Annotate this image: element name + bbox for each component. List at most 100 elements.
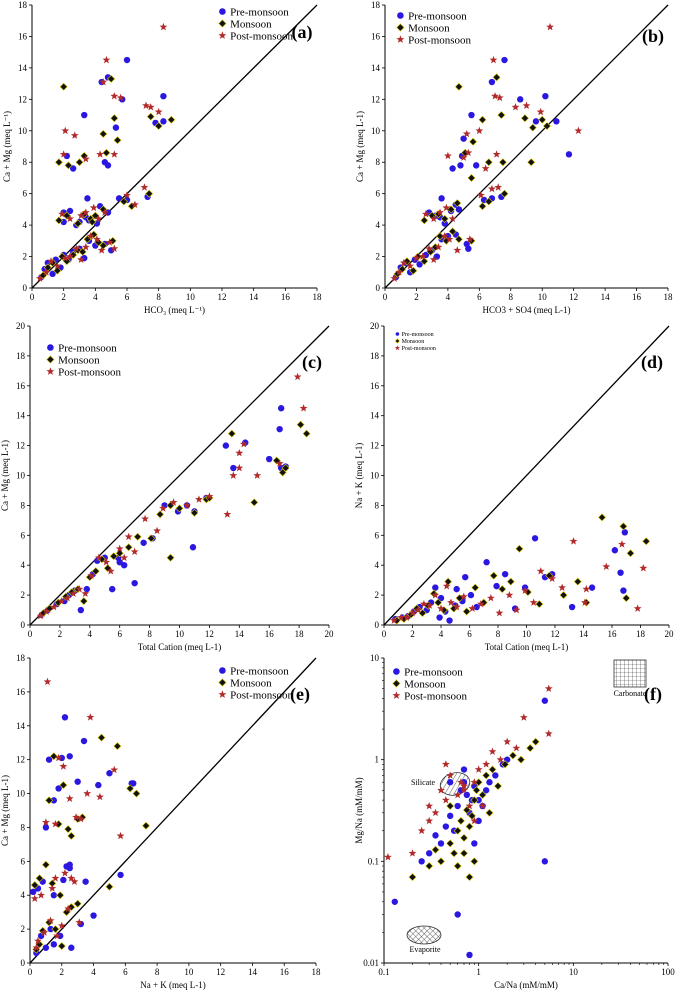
data-point bbox=[116, 831, 125, 840]
data-point bbox=[120, 562, 128, 569]
y-tick-label: 18 bbox=[18, 0, 28, 10]
data-point bbox=[190, 508, 199, 517]
data-point bbox=[69, 165, 77, 172]
y-tick-label: 12 bbox=[370, 441, 379, 451]
legend-marker bbox=[394, 338, 401, 344]
data-point bbox=[75, 158, 84, 167]
data-point bbox=[102, 148, 111, 157]
y-tick-label: 12 bbox=[371, 94, 380, 104]
x-tick-label: 6 bbox=[117, 629, 122, 639]
panel-d: 0 2 4 6 8 10 12 14 16 18 20 0 2 4 6 8 10 12 14 16 18 20 Total … bbox=[354, 321, 674, 652]
data-point bbox=[41, 860, 50, 869]
data-point bbox=[526, 744, 535, 753]
data-point bbox=[293, 372, 302, 381]
data-point bbox=[488, 78, 496, 86]
data-point bbox=[117, 871, 124, 879]
data-point bbox=[83, 789, 92, 797]
panel-label: (a) bbox=[292, 22, 313, 43]
data-point bbox=[446, 771, 455, 779]
data-point bbox=[75, 918, 84, 926]
data-point bbox=[76, 814, 85, 823]
data-point bbox=[102, 558, 111, 566]
legend-marker bbox=[218, 19, 227, 28]
x-tick-label: 14 bbox=[579, 629, 589, 639]
data-point bbox=[464, 148, 473, 157]
data-point bbox=[475, 796, 482, 804]
data-point bbox=[124, 543, 133, 552]
x-tick-label: 10 bbox=[186, 292, 196, 302]
legend-entry: Monsoon bbox=[402, 339, 425, 345]
data-point bbox=[49, 270, 56, 278]
data-point bbox=[266, 455, 273, 463]
data-point bbox=[40, 928, 49, 936]
x-tick-label: 2 bbox=[60, 967, 65, 977]
data-point bbox=[462, 805, 471, 815]
data-point bbox=[409, 266, 418, 275]
x-axis-label: HCO3 + SO4 (meq L-1) bbox=[482, 305, 570, 315]
data-point bbox=[438, 195, 445, 202]
data-point bbox=[420, 599, 428, 608]
data-point bbox=[115, 544, 124, 553]
data-point bbox=[67, 903, 76, 912]
x-tick-label: 20 bbox=[665, 629, 675, 639]
data-point bbox=[453, 199, 462, 208]
x-tick-label: 0 bbox=[382, 629, 387, 639]
x-tick-label: 6 bbox=[467, 629, 472, 639]
reference-line-1to1 bbox=[29, 325, 330, 626]
data-point bbox=[478, 202, 487, 211]
data-point bbox=[520, 114, 529, 123]
x-tick-label: 10 bbox=[538, 292, 548, 302]
data-point bbox=[488, 747, 497, 755]
data-point bbox=[84, 195, 91, 202]
data-point bbox=[124, 532, 133, 541]
data-point bbox=[82, 878, 89, 885]
y-axis-label: Ca + Mg (meq L-1) bbox=[0, 440, 10, 511]
data-point bbox=[230, 464, 237, 472]
data-point bbox=[425, 850, 433, 857]
data-point bbox=[80, 737, 88, 745]
data-point bbox=[132, 789, 141, 798]
data-point bbox=[505, 591, 514, 599]
panel-label: (c) bbox=[302, 352, 322, 373]
data-point bbox=[620, 587, 627, 594]
data-point bbox=[465, 245, 472, 252]
y-axis-label: Ca + Mg (meq L-1) bbox=[0, 775, 10, 846]
x-tick-label: 18 bbox=[312, 967, 322, 977]
data-point bbox=[49, 752, 58, 761]
x-tick-label: 18 bbox=[313, 292, 323, 302]
data-point bbox=[447, 598, 455, 606]
data-point bbox=[66, 252, 74, 260]
data-point bbox=[34, 936, 42, 945]
data-point bbox=[106, 567, 115, 575]
data-point bbox=[568, 603, 576, 611]
data-point bbox=[429, 255, 438, 264]
data-point bbox=[50, 941, 58, 948]
data-point bbox=[51, 874, 60, 882]
panel-label: (b) bbox=[642, 26, 664, 47]
y-tick-label: 18 bbox=[370, 351, 380, 361]
data-point bbox=[434, 598, 443, 607]
y-tick-label: 20 bbox=[370, 321, 380, 331]
y-tick-label: 12 bbox=[16, 441, 25, 451]
data-point bbox=[496, 755, 505, 763]
data-point bbox=[126, 784, 135, 793]
data-point bbox=[59, 150, 68, 158]
x-tick-label: 16 bbox=[265, 629, 275, 639]
x-tick-label: 12 bbox=[218, 292, 227, 302]
x-tick-label: 100 bbox=[661, 967, 675, 977]
legend-marker bbox=[392, 679, 401, 688]
data-point bbox=[459, 592, 468, 600]
data-point bbox=[475, 817, 482, 825]
data-point bbox=[446, 617, 453, 624]
y-tick-label: 10 bbox=[18, 126, 28, 136]
data-point bbox=[169, 498, 178, 506]
data-point bbox=[70, 877, 79, 885]
data-point bbox=[470, 796, 479, 805]
data-point bbox=[417, 826, 426, 835]
data-point bbox=[81, 208, 90, 216]
data-point bbox=[75, 585, 84, 593]
legend-marker bbox=[396, 35, 405, 43]
data-point bbox=[442, 203, 451, 212]
y-tick-label: 6 bbox=[376, 189, 381, 199]
